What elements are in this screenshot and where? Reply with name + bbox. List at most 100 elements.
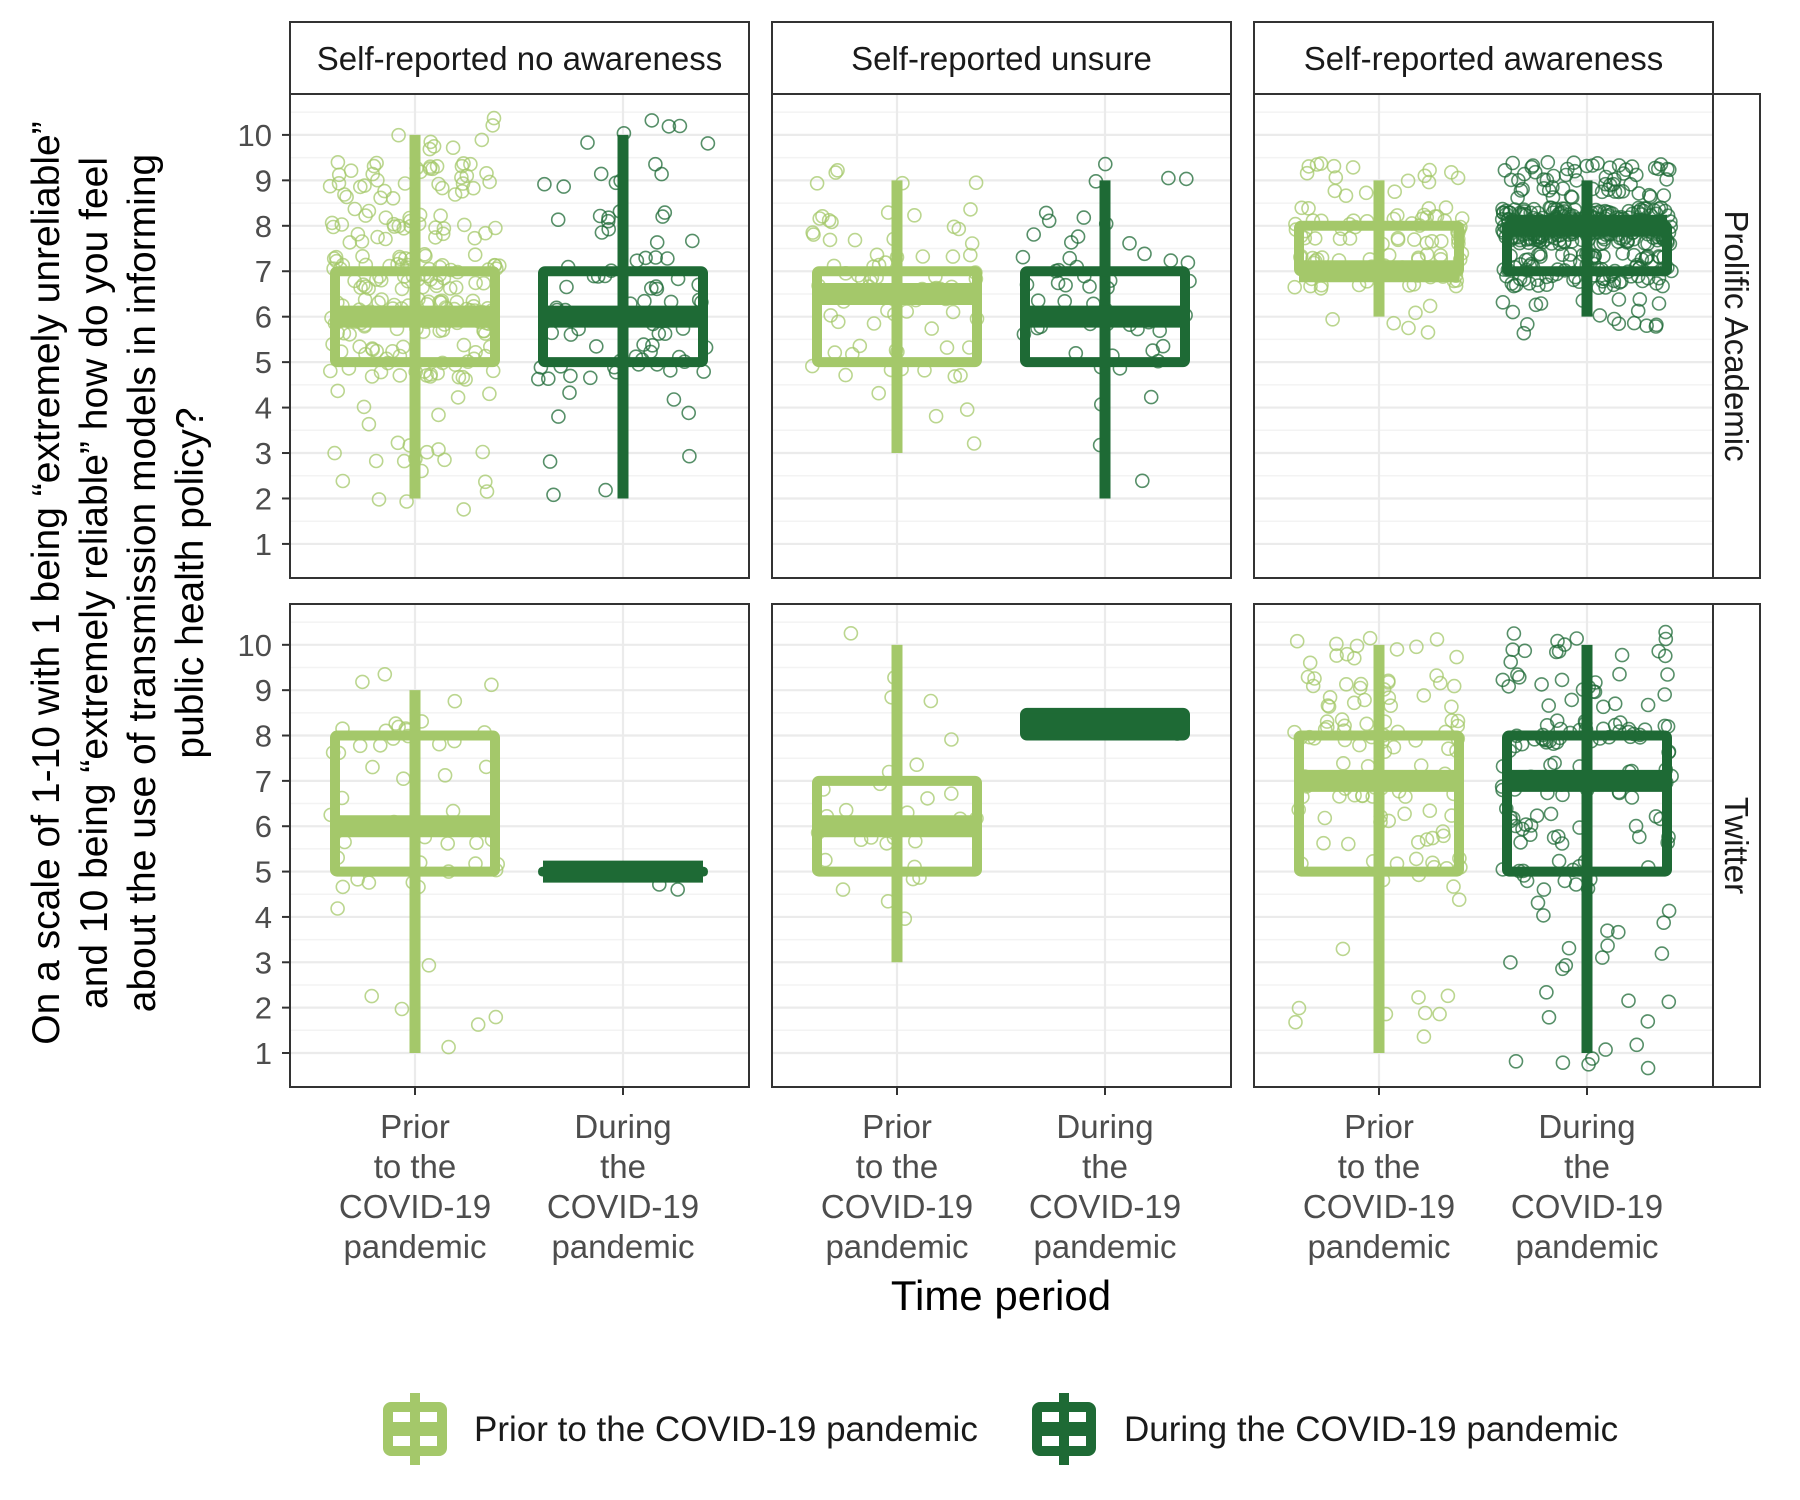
y-tick-label: 5 xyxy=(255,345,272,380)
y-tick-label: 4 xyxy=(255,391,272,426)
data-point xyxy=(1531,278,1546,293)
data-point xyxy=(361,416,377,432)
data-point xyxy=(1528,297,1544,313)
data-point xyxy=(1432,1006,1447,1022)
data-point xyxy=(1341,836,1356,852)
y-tick-label: 6 xyxy=(255,300,272,335)
data-point xyxy=(431,176,446,192)
data-point xyxy=(392,368,408,383)
x-tick-label-line: pandemic xyxy=(343,1228,486,1265)
box-group-r1-c1-g1 xyxy=(1020,707,1190,741)
data-point xyxy=(1651,161,1666,177)
data-point xyxy=(451,369,467,385)
data-point xyxy=(1545,180,1560,195)
data-point xyxy=(1546,168,1561,184)
data-point xyxy=(1510,667,1525,682)
y-axis-title-line: On a scale of 1-10 with 1 being “extreme… xyxy=(25,121,68,1044)
data-point xyxy=(1015,249,1031,265)
data-point xyxy=(1425,830,1440,846)
data-point xyxy=(1541,698,1556,713)
data-point xyxy=(365,342,381,357)
data-point xyxy=(852,338,868,354)
box-group-r0-c0-g1 xyxy=(530,113,716,503)
data-point xyxy=(454,184,470,199)
x-tick-label: During the COVID-19 pandemic xyxy=(547,1108,699,1265)
data-point xyxy=(475,444,491,460)
data-point xyxy=(467,247,483,262)
data-point xyxy=(1545,190,1561,205)
y-tick-label: 3 xyxy=(255,436,272,471)
data-point xyxy=(1421,201,1437,216)
data-point xyxy=(1433,675,1448,691)
data-point xyxy=(1326,158,1342,174)
y-tick-label: 9 xyxy=(255,673,272,708)
data-point xyxy=(1401,320,1416,336)
data-point xyxy=(600,213,616,229)
data-point xyxy=(1649,317,1664,333)
data-point xyxy=(563,368,578,384)
data-point xyxy=(1339,676,1354,692)
data-point xyxy=(1386,315,1401,331)
data-point xyxy=(1359,716,1374,732)
data-point xyxy=(1058,277,1073,293)
data-point xyxy=(1517,643,1533,659)
data-point xyxy=(1082,279,1097,294)
data-point xyxy=(649,281,665,297)
data-point xyxy=(928,408,944,424)
y-tick-label: 10 xyxy=(238,118,272,153)
data-point xyxy=(1137,246,1152,262)
data-point xyxy=(661,119,677,134)
y-tick-label: 8 xyxy=(255,719,272,754)
data-point xyxy=(366,158,382,174)
data-point xyxy=(365,759,380,775)
data-point xyxy=(1543,806,1559,822)
panel-r1-c0 xyxy=(290,604,749,1087)
data-point xyxy=(1520,316,1535,332)
data-point xyxy=(847,232,863,248)
data-point xyxy=(1317,810,1333,826)
data-point xyxy=(1598,1042,1613,1057)
y-tick-label: 4 xyxy=(255,900,272,935)
facet-strip-label: Self-reported no awareness xyxy=(317,40,722,77)
data-point xyxy=(1528,164,1543,180)
data-point xyxy=(1506,626,1522,641)
data-point xyxy=(920,791,935,806)
data-point xyxy=(821,213,837,228)
data-point xyxy=(1070,229,1086,244)
facet-strip-label: Self-reported unsure xyxy=(851,40,1152,77)
x-tick-label: Prior to the COVID-19 pandemic xyxy=(1303,1108,1455,1265)
data-point xyxy=(660,251,675,266)
box-body xyxy=(812,266,982,368)
data-point xyxy=(347,201,363,217)
data-point xyxy=(1429,632,1445,647)
data-point xyxy=(426,139,442,154)
data-point xyxy=(684,233,700,249)
data-point xyxy=(1420,325,1436,340)
data-point xyxy=(1606,311,1622,327)
data-point xyxy=(1307,231,1323,246)
data-point xyxy=(1530,895,1546,911)
data-point xyxy=(361,281,376,296)
box-group-r1-c0-g1 xyxy=(538,860,708,897)
data-point xyxy=(468,275,483,291)
y-axis-title: On a scale of 1-10 with 1 being “extreme… xyxy=(25,121,212,1044)
data-point xyxy=(592,208,608,224)
data-point xyxy=(1346,695,1362,711)
data-point xyxy=(1389,642,1405,657)
data-point xyxy=(1288,1014,1303,1030)
data-point xyxy=(421,957,437,973)
data-point xyxy=(943,786,959,801)
data-point xyxy=(1661,903,1677,919)
data-point xyxy=(1536,908,1551,923)
panel-border xyxy=(771,93,1232,579)
data-point xyxy=(1640,1060,1656,1076)
data-point xyxy=(1416,1029,1432,1044)
data-point xyxy=(1590,156,1605,171)
data-point xyxy=(322,363,338,379)
data-point xyxy=(1567,163,1583,179)
data-point xyxy=(385,191,401,206)
data-point xyxy=(1417,1005,1433,1021)
data-point xyxy=(1495,294,1511,310)
data-point xyxy=(1594,184,1610,200)
